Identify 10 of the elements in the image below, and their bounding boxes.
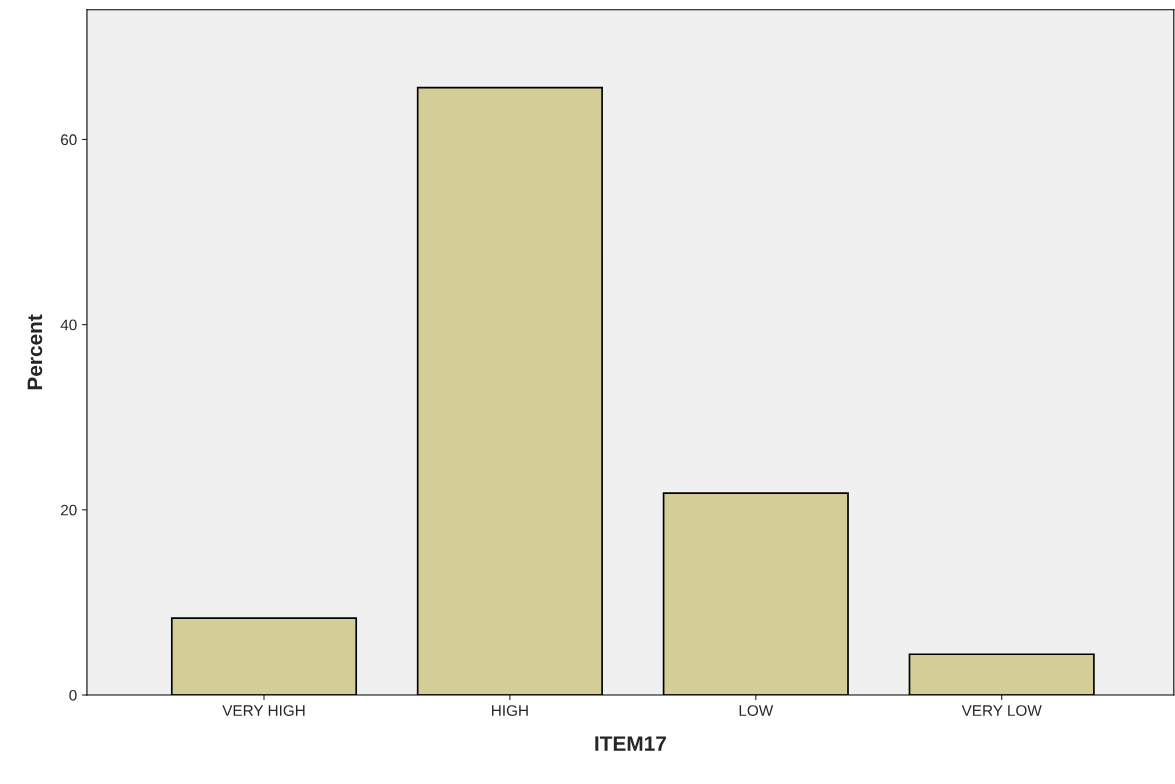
y-tick-label: 0 bbox=[69, 689, 77, 701]
y-axis-title: Percent bbox=[27, 314, 43, 390]
x-tick-label: LOW bbox=[739, 705, 774, 716]
x-tick-label: VERY HIGH bbox=[222, 705, 305, 716]
x-tick-label: HIGH bbox=[492, 705, 528, 716]
x-tick-label: VERY LOW bbox=[961, 705, 1042, 716]
x-axis-title: ITEM17 bbox=[595, 736, 666, 751]
y-tick-label: 60 bbox=[61, 134, 77, 146]
y-tick-label: 40 bbox=[60, 319, 77, 331]
y-tick-label: 20 bbox=[61, 504, 77, 516]
